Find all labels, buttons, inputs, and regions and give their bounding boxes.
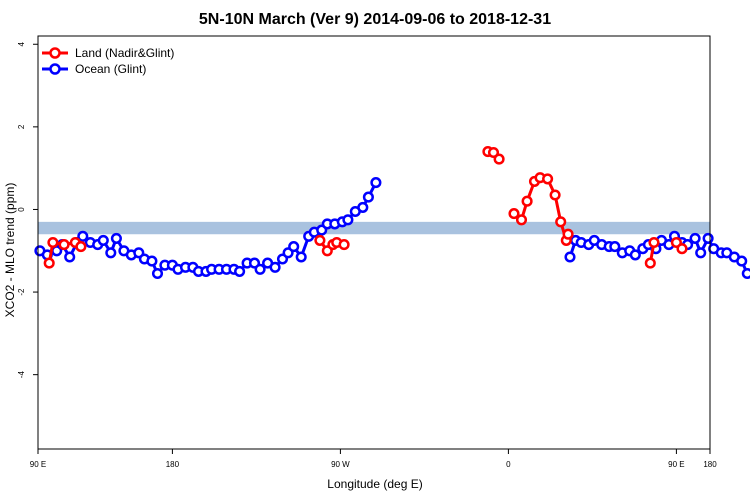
land-point — [555, 216, 567, 228]
y-tick-label: 2 — [17, 124, 26, 129]
land-point — [314, 234, 326, 246]
legend-ocean-marker — [49, 63, 61, 75]
ocean-point — [702, 232, 714, 244]
ocean-point — [295, 251, 307, 263]
plot-frame — [37, 35, 711, 450]
land-point — [338, 239, 350, 251]
ocean-point — [370, 177, 382, 189]
land-point — [508, 208, 520, 220]
y-axis-label: XCO2 - MLO trend (ppm) — [3, 183, 17, 318]
y-tick-label: -4 — [17, 371, 26, 379]
x-tick-label: 180 — [703, 460, 717, 469]
ocean-point — [288, 241, 300, 253]
land-point — [542, 173, 554, 185]
x-tick-label: 90 E — [668, 460, 684, 469]
land-point — [648, 236, 660, 249]
land-point — [58, 239, 70, 251]
land-point — [676, 243, 688, 255]
ocean-point — [110, 232, 122, 244]
legend-land-label: Land (Nadir&Glint) — [75, 46, 174, 60]
land-point — [644, 257, 656, 269]
ocean-point — [269, 261, 281, 273]
x-tick-label: 90 W — [331, 460, 350, 469]
x-tick-label: 0 — [506, 460, 511, 469]
y-tick-label: 4 — [17, 41, 26, 46]
ocean-point — [695, 247, 707, 259]
ocean-point — [77, 230, 89, 242]
land-point — [75, 241, 87, 253]
ocean-point — [97, 234, 109, 246]
chart-title: 5N-10N March (Ver 9) 2014-09-06 to 2018-… — [199, 11, 551, 28]
ocean-point — [362, 191, 374, 203]
x-tick-label: 180 — [166, 460, 180, 469]
ocean-point — [609, 241, 621, 253]
reference-band — [38, 221, 710, 235]
land-point — [493, 153, 505, 165]
x-tick-label: 90 E — [30, 460, 46, 469]
ocean-point — [741, 267, 750, 280]
y-tick-label: -2 — [17, 288, 26, 296]
x-axis-label: Longitude (deg E) — [327, 477, 422, 491]
land-point — [47, 236, 59, 249]
ocean-point — [357, 201, 369, 213]
land-point — [549, 189, 561, 201]
ocean-point — [64, 251, 76, 263]
ocean-point — [689, 232, 701, 244]
legend-land-marker — [49, 47, 61, 59]
land-point — [487, 146, 500, 159]
ocean-point — [564, 251, 576, 263]
ocean-point — [234, 265, 246, 277]
ocean-point — [736, 255, 748, 267]
ocean-point — [342, 214, 354, 226]
land-point — [521, 195, 533, 207]
ocean-point — [629, 249, 641, 261]
legend: Land (Nadir&Glint) Ocean (Glint) — [42, 46, 174, 76]
legend-ocean-label: Ocean (Glint) — [75, 62, 146, 76]
land-point — [562, 228, 574, 240]
y-tick-label: 0 — [17, 207, 26, 212]
land-point — [43, 257, 55, 269]
ocean-point — [146, 255, 158, 267]
land-point — [515, 214, 528, 226]
ocean-point — [254, 263, 266, 275]
ocean-point — [105, 247, 117, 259]
ocean-point — [151, 267, 164, 280]
